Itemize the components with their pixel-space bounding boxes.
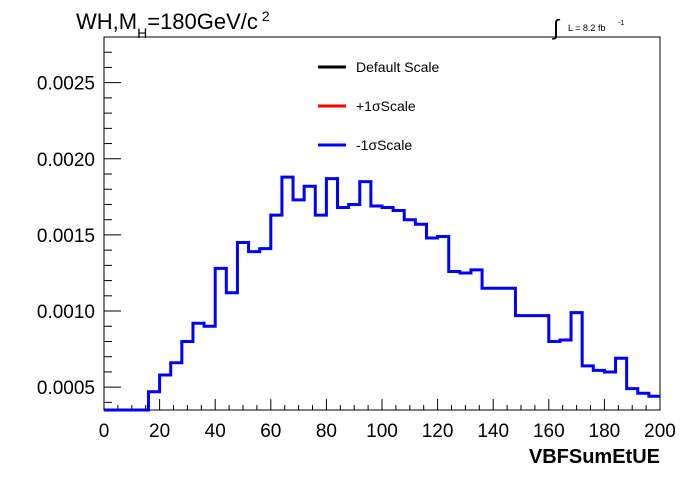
x-tick-label: 20: [149, 421, 170, 442]
x-tick-label: 80: [316, 421, 337, 442]
x-axis: 0 20 40 60 80 100 120 140 160 180 200: [99, 399, 676, 442]
x-tick-label: 120: [422, 421, 454, 442]
luminosity-exponent: -1: [618, 20, 624, 27]
x-tick-label: 180: [589, 421, 621, 442]
x-axis-title: VBFSumEtUE: [529, 446, 660, 468]
legend-label: +1σScale: [356, 98, 416, 114]
luminosity-text: L = 8.2 fb: [568, 23, 605, 33]
y-tick-label: 0.0010: [37, 302, 95, 323]
y-tick-label: 0.0025: [37, 74, 95, 95]
plot-frame: [103, 36, 661, 411]
y-axis: 0.0005 0.0010 0.0015 0.0020 0.0025: [37, 36, 121, 403]
x-tick-label: 40: [205, 421, 226, 442]
title-prefix: WH,M: [76, 9, 137, 34]
y-tick-label: 0.0005: [37, 378, 95, 399]
y-tick-label: 0.0015: [37, 226, 95, 247]
x-tick-label: 60: [260, 421, 281, 442]
x-tick-label: 140: [477, 421, 509, 442]
title-superscript: 2: [262, 8, 270, 24]
title-subscript: H: [137, 25, 147, 41]
y-tick-label: 0.0020: [37, 150, 95, 171]
x-tick-label: 160: [533, 421, 565, 442]
x-tick-label: 200: [644, 421, 676, 442]
legend: Default Scale +1σScale -1σScale: [318, 59, 439, 153]
histogram-series-layer: [104, 175, 660, 412]
legend-label: Default Scale: [356, 59, 439, 75]
luminosity-label: ∫ L = 8.2 fb -1: [551, 15, 624, 40]
x-tick-label: 100: [366, 421, 398, 442]
x-tick-label: 0: [99, 421, 110, 442]
integral-symbol: ∫: [551, 15, 561, 40]
title-suffix: =180GeV/c: [147, 9, 258, 34]
legend-label: -1σScale: [356, 137, 412, 153]
plot-title: WH,MH=180GeV/c 2: [76, 8, 270, 41]
histogram-series-line: [104, 175, 660, 412]
